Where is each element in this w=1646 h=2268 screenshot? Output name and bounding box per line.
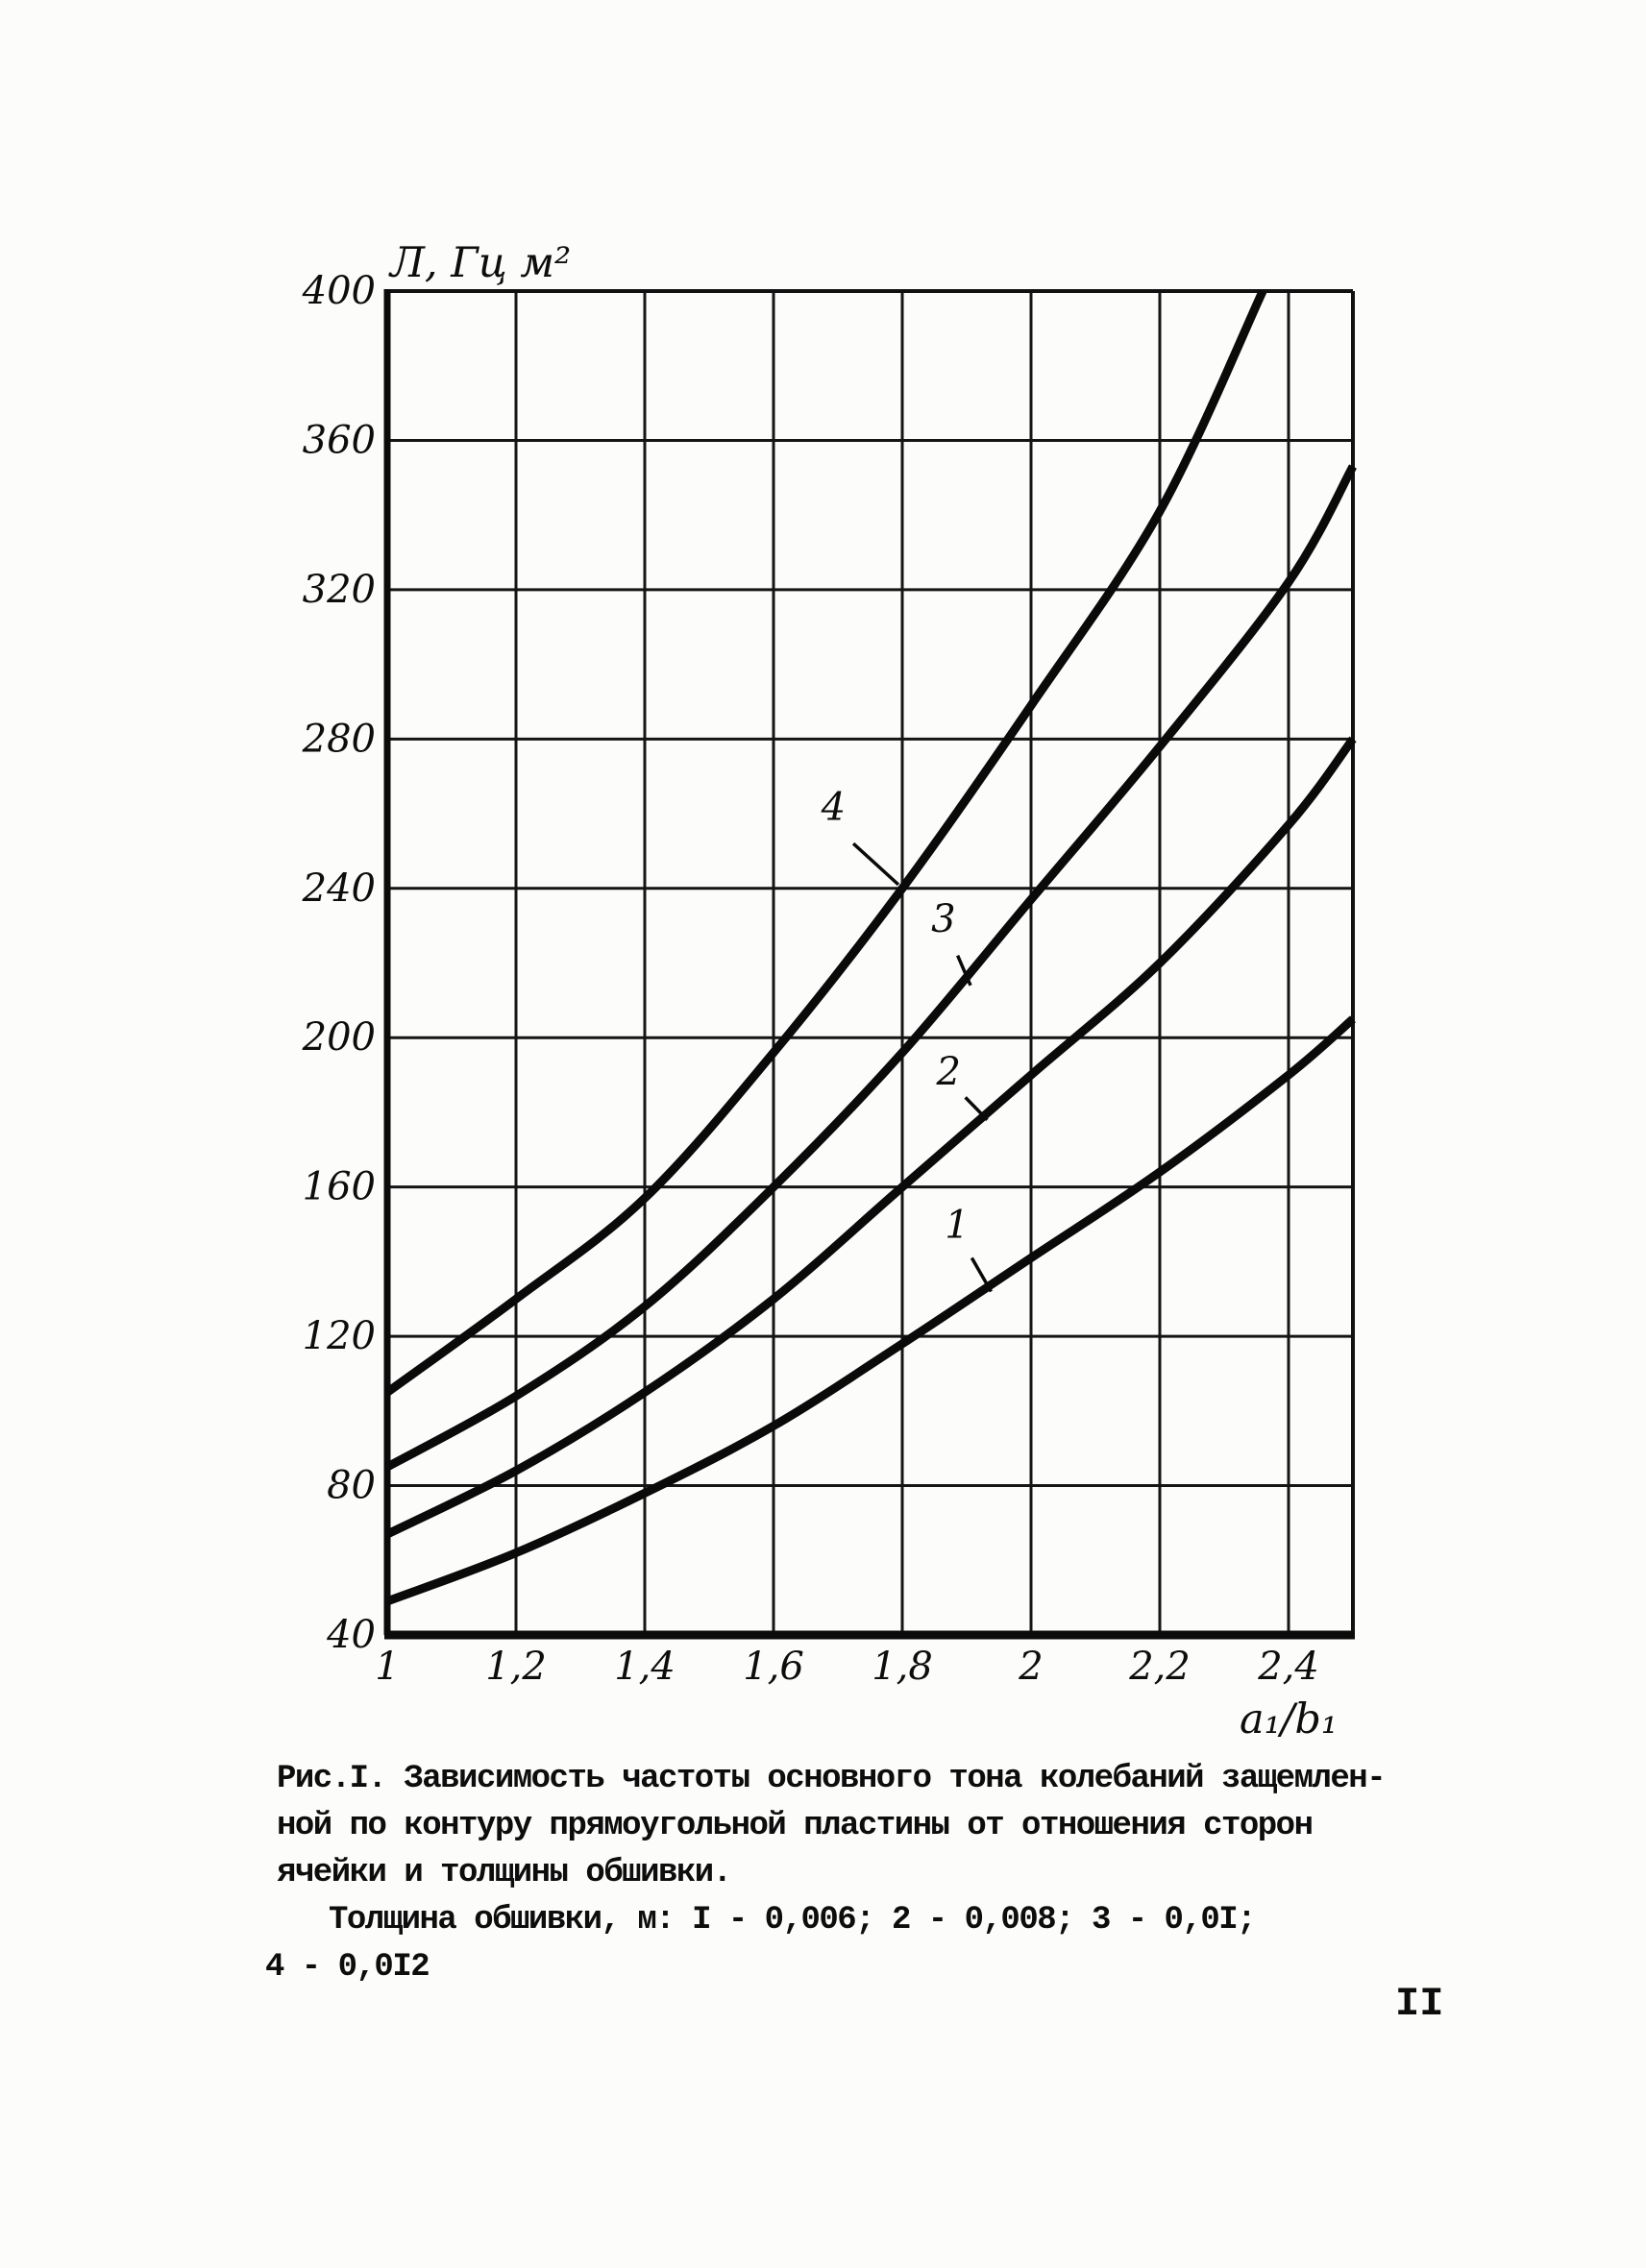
curve-label-2: 2 xyxy=(936,1050,961,1094)
y-tick-label-80: 80 xyxy=(327,1464,376,1508)
x-tick-label-1,2: 1,2 xyxy=(485,1645,547,1689)
y-tick-label-200: 200 xyxy=(302,1015,376,1060)
y-tick-label-400: 400 xyxy=(302,269,376,313)
curve-label-leader-2 xyxy=(964,1096,989,1121)
y-tick-label-120: 120 xyxy=(303,1314,376,1358)
x-tick-label-1,6: 1,6 xyxy=(743,1645,804,1689)
y-axis-title: Л, Гц м² xyxy=(388,239,571,287)
y-tick-label-360: 360 xyxy=(303,418,376,462)
x-tick-label-1: 1 xyxy=(375,1645,399,1689)
plot-labels: 40 80 120 160 200 240 280 320 360 400 1 1,2 1,4 1,6 1,… xyxy=(302,269,1319,1689)
x-tick-label-2,4: 2,4 xyxy=(1257,1645,1319,1689)
curve-label-leader-1 xyxy=(970,1256,993,1293)
figure-caption-line-3: ячейки и толщины обшивки. xyxy=(277,1855,732,1891)
curve-3 xyxy=(384,464,1357,1472)
plot-curves xyxy=(384,289,1357,1606)
curve-label-leader-3 xyxy=(956,955,972,987)
plot-grid xyxy=(383,289,1355,1640)
y-tick-label-280: 280 xyxy=(302,717,376,761)
y-tick-label-320: 320 xyxy=(303,568,376,612)
curve-label-leader-4 xyxy=(851,841,900,887)
x-tick-label-2: 2 xyxy=(1018,1645,1043,1689)
x-tick-label-2,2: 2,2 xyxy=(1128,1645,1191,1689)
curve-1 xyxy=(385,1015,1356,1606)
figure-caption-line-4: Толщина обшивки, м: I - 0,006; 2 - 0,008… xyxy=(329,1902,1257,1939)
y-tick-label-160: 160 xyxy=(303,1165,376,1209)
curve-label-4: 4 xyxy=(821,785,846,829)
x-tick-label-1,4: 1,4 xyxy=(614,1645,676,1689)
page-number: II xyxy=(1395,1981,1444,2027)
curve-label-1: 1 xyxy=(945,1204,969,1248)
figure-caption-line-2: ной по контуру прямоугольной пластины от… xyxy=(277,1808,1314,1844)
curve-label-3: 3 xyxy=(931,897,955,941)
x-axis-title: a₁/b₁ xyxy=(1240,1695,1338,1744)
curve-4 xyxy=(384,289,1267,1397)
figure-caption-line-5: 4 - 0,0I2 xyxy=(265,1949,430,1986)
y-tick-label-240: 240 xyxy=(302,866,376,911)
y-tick-label-40: 40 xyxy=(326,1613,376,1657)
x-tick-label-1,8: 1,8 xyxy=(872,1645,933,1689)
curve-2 xyxy=(385,736,1357,1539)
figure-caption-line-1: Рис.I. Зависимость частоты основного тон… xyxy=(277,1761,1387,1797)
